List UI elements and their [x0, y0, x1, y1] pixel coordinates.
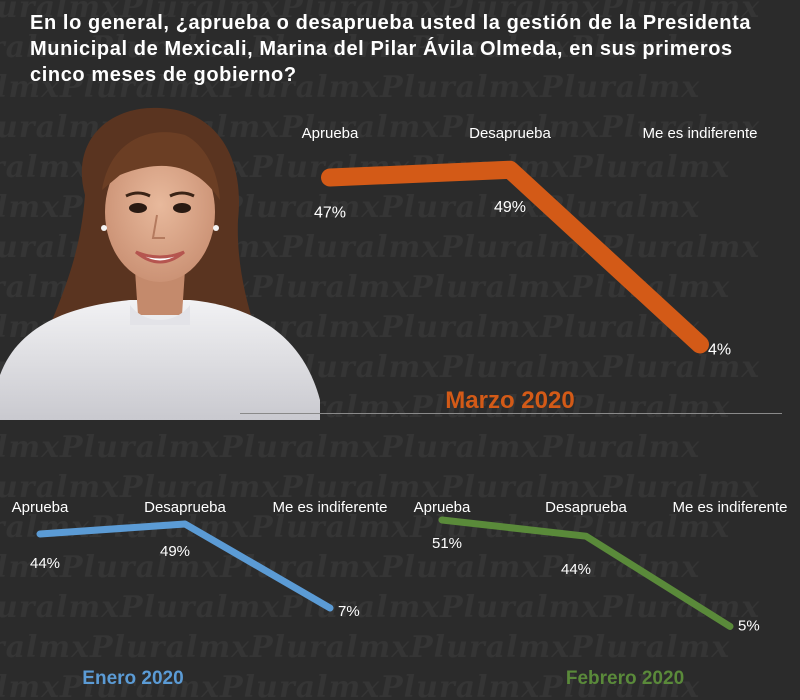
category-label-desaprueba: Desaprueba: [469, 125, 551, 142]
watermark-text: PluralmxPluralmxPluralmxPluralmxPluralmx: [0, 630, 731, 665]
chart-febrero-2020: Aprueba Desaprueba Me es indiferente 51%…: [414, 499, 788, 689]
watermark-text: PluralmxPluralmxPluralmxPluralmxPluralmx: [0, 550, 701, 585]
watermark-text: PluralmxPluralmxPluralmxPluralmxPluralmx: [0, 0, 761, 25]
value-label-aprueba: 44%: [30, 555, 60, 572]
series-line: [321, 160, 709, 354]
chart-title: Marzo 2020: [445, 387, 574, 414]
category-label-desaprueba: Desaprueba: [144, 499, 226, 516]
section-divider: [240, 413, 782, 414]
watermark-text: PluralmxPluralmxPluralmxPluralmxPluralmx: [0, 70, 701, 105]
value-label-desaprueba: 44%: [561, 561, 591, 578]
value-label-indiferente: 4%: [708, 341, 731, 358]
series-line: [438, 516, 734, 630]
watermark-text: PluralmxPluralmxPluralmxPluralmxPluralmx: [0, 470, 761, 505]
portrait-photo: [0, 107, 320, 420]
watermark-text: PluralmxPluralmxPluralmxPluralmxPluralmx: [0, 670, 701, 700]
chart-enero-2020: Aprueba Desaprueba Me es indiferente 44%…: [12, 499, 388, 689]
watermark-text: PluralmxPluralmxPluralmxPluralmxPluralmx: [0, 590, 761, 625]
category-label-indiferente: Me es indiferente: [642, 125, 757, 142]
value-label-desaprueba: 49%: [160, 543, 190, 560]
category-label-aprueba: Aprueba: [302, 125, 359, 142]
value-label-desaprueba: 49%: [494, 199, 526, 216]
category-label-aprueba: Aprueba: [414, 499, 471, 516]
category-label-indiferente: Me es indiferente: [672, 499, 787, 516]
chart-title: Enero 2020: [82, 668, 183, 689]
watermark-text: PluralmxPluralmxPluralmxPluralmxPluralmx: [0, 430, 701, 465]
watermark-text: PluralmxPluralmxPluralmxPluralmxPluralmx: [0, 30, 731, 65]
series-line: [36, 520, 334, 612]
category-label-aprueba: Aprueba: [12, 499, 69, 516]
chart-title: Febrero 2020: [566, 668, 684, 689]
value-label-aprueba: 47%: [314, 205, 346, 222]
value-label-indiferente: 7%: [338, 603, 360, 620]
chart-marzo-2020: Aprueba Desaprueba Me es indiferente 47%…: [302, 125, 758, 414]
survey-question: En lo general, ¿aprueba o desaprueba ust…: [30, 12, 752, 86]
value-label-aprueba: 51%: [432, 535, 462, 552]
category-label-desaprueba: Desaprueba: [545, 499, 627, 516]
value-label-indiferente: 5%: [738, 617, 760, 634]
category-label-indiferente: Me es indiferente: [272, 499, 387, 516]
